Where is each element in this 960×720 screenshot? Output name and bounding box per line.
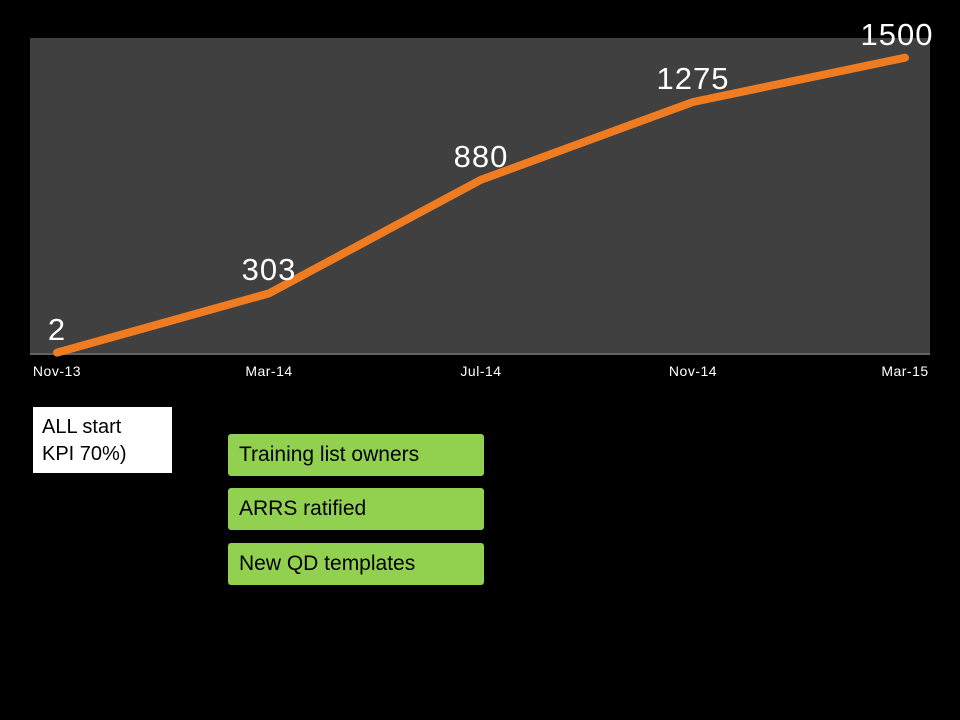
callout-new-qd-templates: New QD templates xyxy=(228,543,484,585)
trend-chart: 2 303 880 1275 1500 xyxy=(30,17,932,357)
data-label-Mar-15: 1500 xyxy=(860,16,934,52)
data-label-Mar-14: 303 xyxy=(241,252,297,288)
data-label-Jul-14: 880 xyxy=(453,138,509,174)
trend-line xyxy=(53,53,909,357)
callout-label: New QD templates xyxy=(239,552,416,575)
x-axis-label-Mar-14: Mar-14 xyxy=(245,363,293,379)
trend-line-svg xyxy=(53,53,909,357)
callout-arrs-ratified: ARRS ratified xyxy=(228,488,484,530)
x-axis-label-Nov-13: Nov-13 xyxy=(32,363,82,379)
kpi-note-line1: ALL start xyxy=(42,416,122,438)
callout-label: Training list owners xyxy=(239,443,420,466)
kpi-note-line2: KPI 70%) xyxy=(42,443,127,465)
kpi-note-box: ALL start KPI 70%) xyxy=(33,407,172,473)
x-axis-label-Jul-14: Jul-14 xyxy=(460,363,502,379)
data-label-Nov-14: 1275 xyxy=(656,60,730,96)
x-axis: Nov-13 Mar-14 Jul-14 Nov-14 Mar-15 xyxy=(0,361,960,383)
data-label-Nov-13: 2 xyxy=(47,311,67,347)
callout-label: ARRS ratified xyxy=(239,497,367,520)
x-axis-label-Nov-14: Nov-14 xyxy=(668,363,718,379)
callout-training-list-owners: Training list owners xyxy=(228,434,484,476)
x-axis-label-Mar-15: Mar-15 xyxy=(881,363,929,379)
